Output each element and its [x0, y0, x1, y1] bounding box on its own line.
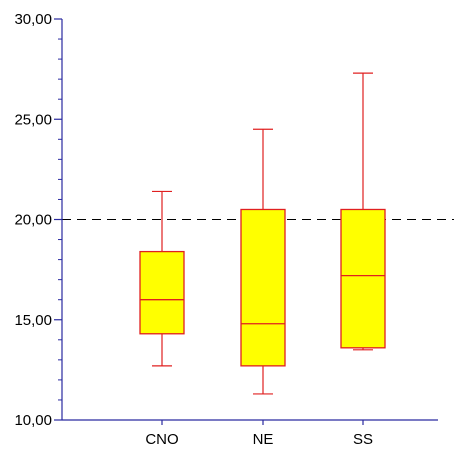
y-tick-label: 15,00 — [14, 312, 52, 329]
y-tick-label: 10,00 — [14, 412, 52, 429]
x-category-label: NE — [253, 431, 274, 448]
box-ss — [340, 72, 386, 351]
box-ne — [240, 128, 286, 395]
x-category-label: SS — [353, 431, 373, 448]
box-cno — [139, 190, 185, 367]
boxes-layer — [139, 72, 386, 395]
y-tick-label: 25,00 — [14, 111, 52, 128]
box-iqr — [139, 250, 185, 335]
y-tick-label: 30,00 — [14, 11, 52, 28]
box-iqr — [340, 208, 386, 349]
y-tick-label: 20,00 — [14, 212, 52, 229]
axes-layer: 10,00 15,00 20,00 25,00 30,00 CNO NE SS — [14, 11, 438, 448]
box-iqr — [240, 208, 286, 367]
x-category-label: CNO — [145, 431, 178, 448]
